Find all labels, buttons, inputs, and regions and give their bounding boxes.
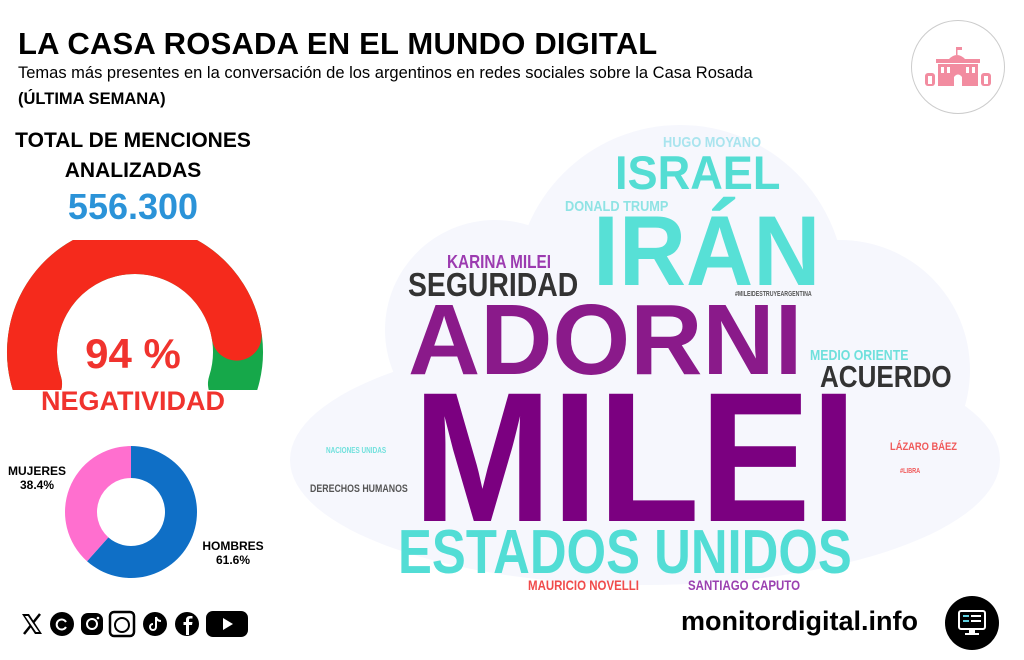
- women-label: MUJERES: [7, 464, 66, 478]
- men-label: HOMBRES: [202, 539, 264, 553]
- youtube-icon[interactable]: [204, 609, 250, 639]
- facebook-icon[interactable]: [172, 609, 202, 639]
- word-cloud: HUGO MOYANO ISRAEL DONALD TRUMP IRÁN KARINA …: [280, 120, 1010, 593]
- negativity-label: NEGATIVIDAD: [40, 386, 225, 416]
- tiktok-icon[interactable]: [140, 609, 170, 639]
- cloud-shape: [290, 125, 1000, 585]
- word-cloud-term: #LIBRA: [900, 468, 921, 475]
- word-cloud-term: DONALD TRUMP: [565, 198, 669, 215]
- word-cloud-term: LÁZARO BÁEZ: [890, 441, 958, 453]
- word-cloud-term: KARINA MILEI: [447, 252, 551, 272]
- word-cloud-term: MILEI: [413, 355, 857, 561]
- total-label-line2: ANALIZADAS: [64, 159, 202, 182]
- monitor-icon: [945, 596, 999, 650]
- gauge-negative-arc: [7, 240, 262, 390]
- total-label-line1: TOTAL DE MENCIONES: [15, 129, 251, 152]
- word-cloud-term: ISRAEL: [615, 146, 781, 199]
- donut-segment-men: [87, 446, 197, 578]
- word-cloud-term: ESTADOS UNIDOS: [398, 518, 852, 587]
- instagram-icon[interactable]: [77, 609, 107, 639]
- period-label: (ÚLTIMA SEMANA): [18, 90, 166, 108]
- total-mentions-value: 556.300: [67, 186, 199, 227]
- casa-rosada-logo: [911, 20, 1005, 114]
- donut-segment-women: [65, 446, 131, 562]
- page-subtitle: Temas más presentes en la conversación d…: [18, 64, 753, 82]
- word-cloud-term: SEGURIDAD: [408, 266, 579, 303]
- page-title: LA CASA ROSADA EN EL MUNDO DIGITAL: [18, 26, 658, 61]
- total-mentions-label: TOTAL DE MENCIONES ANALIZADAS: [0, 126, 266, 186]
- word-cloud-term: MEDIO ORIENTE: [810, 347, 909, 364]
- word-cloud-term: ACUERDO: [820, 359, 952, 394]
- x-icon[interactable]: [17, 609, 47, 639]
- negativity-value: 94 %: [85, 330, 181, 377]
- word-cloud-term: HUGO MOYANO: [663, 134, 762, 151]
- word-cloud-term: ADORNI: [408, 284, 803, 396]
- word-cloud-term: SANTIAGO CAPUTO: [688, 577, 801, 593]
- men-value: 61.6%: [215, 553, 251, 567]
- word-cloud-term: MAURICIO NOVELLI: [528, 577, 639, 593]
- word-cloud-term: IRÁN: [593, 195, 821, 306]
- word-cloud-term: #MILEIDESTRUYEARGENTINA: [735, 291, 812, 298]
- negativity-gauge: [7, 240, 263, 390]
- building-icon: [925, 47, 991, 86]
- men-legend: HOMBRES 61.6%: [198, 539, 268, 567]
- word-cloud-term: NACIONES UNIDAS: [326, 446, 387, 455]
- threads-icon[interactable]: [47, 609, 77, 639]
- women-value: 38.4%: [19, 478, 55, 492]
- word-cloud-term: DERECHOS HUMANOS: [310, 483, 408, 495]
- bluesky-icon[interactable]: [107, 609, 137, 639]
- women-legend: MUJERES 38.4%: [4, 464, 70, 492]
- site-url[interactable]: monitordigital.info: [681, 606, 918, 636]
- gender-donut-chart: [65, 446, 197, 578]
